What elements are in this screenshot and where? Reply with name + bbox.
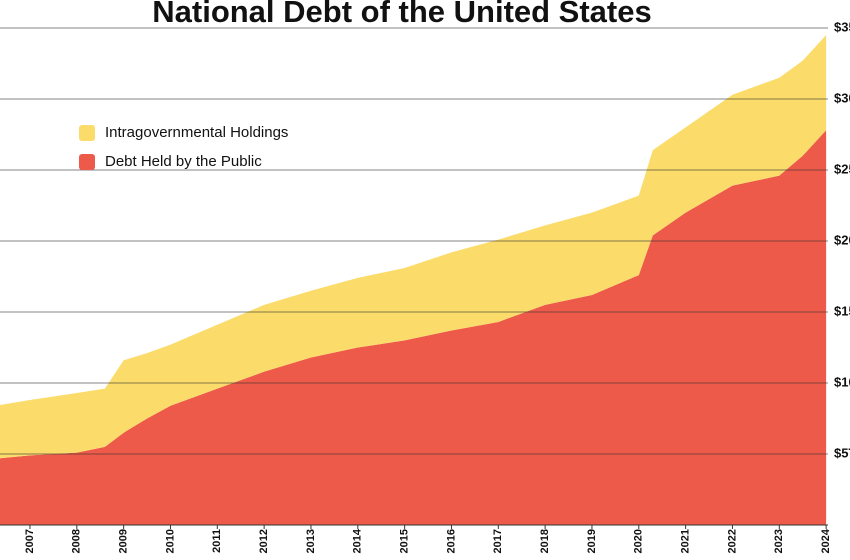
chart-title: National Debt of the United States [152, 0, 651, 29]
legend-swatch [79, 125, 95, 141]
x-tick-label: 2012 [258, 529, 270, 553]
x-tick-label: 2016 [445, 529, 457, 553]
x-tick-label: 2019 [586, 529, 598, 553]
y-tick-label: $25T [834, 161, 850, 176]
y-tick-label: $35T [834, 19, 850, 34]
y-tick-label: $20T [834, 232, 850, 247]
y-tick-label: $10T [834, 374, 850, 389]
x-tick-label: 2022 [726, 529, 738, 553]
x-tick-label: 2011 [211, 529, 223, 553]
area [0, 35, 827, 459]
x-tick-label: 2013 [305, 529, 317, 553]
y-tick-label: $5T [834, 445, 850, 460]
x-tick-label: 2018 [539, 529, 551, 553]
x-tick-label: 2023 [773, 529, 785, 553]
x-tick-label: 2024 [820, 528, 832, 553]
y-tick-label: $15T [834, 303, 850, 318]
x-tick-label: 2021 [680, 529, 692, 553]
x-tick-label: 2014 [352, 528, 364, 553]
x-tick-label: 2020 [633, 529, 645, 553]
x-tick-label: 2008 [71, 529, 83, 553]
x-tick-label: 2015 [399, 529, 411, 553]
x-tick-label: 2009 [118, 529, 130, 553]
area [0, 130, 827, 526]
x-tick-label: 2010 [164, 529, 176, 553]
legend-swatch [79, 154, 95, 170]
y-tick-label: $30T [834, 90, 850, 105]
legend-label: Intragovernmental Holdings [105, 124, 288, 141]
x-tick-label: 2007 [24, 529, 36, 553]
legend-label: Debt Held by the Public [105, 153, 262, 170]
x-tick-label: 2017 [492, 529, 504, 553]
